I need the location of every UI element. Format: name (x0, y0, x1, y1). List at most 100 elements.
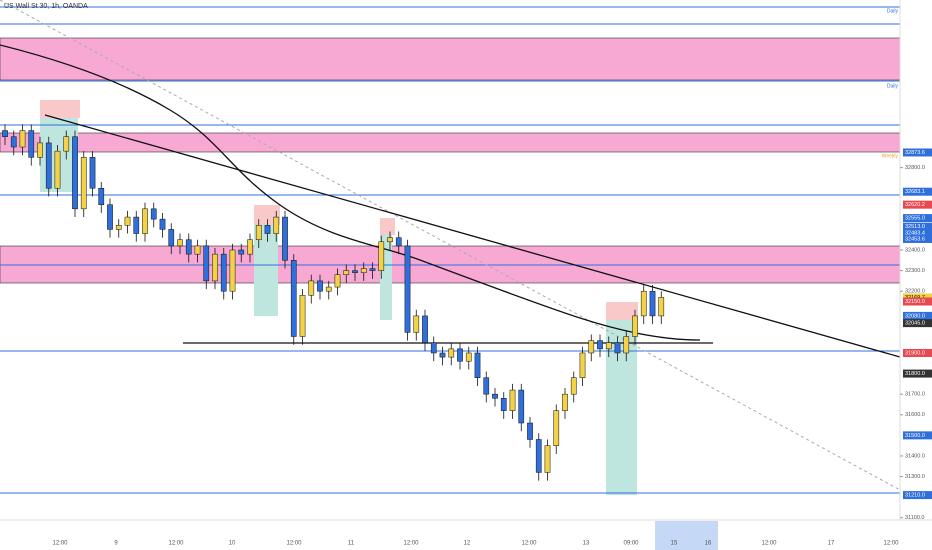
x-tick-label: 17 (828, 541, 835, 547)
annotation: Daily (887, 8, 899, 14)
candle-body (264, 225, 271, 234)
candle-body (63, 136, 70, 152)
candle-body (2, 130, 8, 137)
candle-body (80, 157, 87, 210)
candle-body (369, 268, 376, 271)
candle-body (605, 342, 612, 350)
candle-body (518, 389, 525, 424)
price-tag (903, 228, 932, 237)
price-tag (903, 214, 932, 223)
x-tick-label: 15 (671, 541, 678, 547)
x-tick-label: 12:00 (883, 541, 899, 547)
candle-body (448, 348, 455, 358)
chart-title: US Wall St 30, 1h, OANDA (4, 3, 88, 10)
moving-average (0, 44, 701, 341)
candle-body (640, 290, 647, 317)
candle-body (360, 268, 367, 273)
candle-body (404, 245, 411, 333)
candle-body (142, 208, 148, 234)
price-axis (900, 0, 932, 520)
candle-body (37, 142, 43, 158)
x-tick-label: 12 (464, 541, 471, 547)
candle-body (177, 239, 183, 247)
candle-body (492, 393, 498, 399)
candle-body (159, 218, 166, 230)
candle-body (623, 336, 630, 354)
candle-body (430, 342, 437, 354)
candle-body (247, 239, 253, 255)
price-tag (903, 297, 932, 306)
candle-body (343, 270, 350, 275)
price-tag (903, 319, 932, 328)
candle-body (378, 241, 385, 271)
x-tick-label: 09:00 (623, 541, 639, 547)
price-tag (903, 200, 932, 209)
price-tag (903, 187, 932, 196)
candle-body (579, 352, 586, 378)
candle-body (185, 239, 192, 255)
candle-body (168, 229, 175, 247)
candle-body (98, 187, 105, 205)
price-tag-label: 32513.0 (905, 224, 925, 230)
price-tag-label: 32683.1 (905, 189, 925, 195)
candle-body (45, 142, 52, 189)
price-tag (903, 148, 932, 157)
price-tag (903, 293, 932, 302)
candle-body (308, 280, 315, 296)
price-tag (903, 348, 932, 357)
annotation: Weekly (882, 153, 899, 159)
price-tag-label: 32453.6 (905, 236, 925, 242)
candle-body (115, 225, 122, 230)
candle-body (632, 315, 638, 337)
price-tag-label: 32620.2 (905, 202, 925, 208)
candle-body (290, 260, 297, 337)
dashed-trendline (0, 0, 901, 491)
candle-body (107, 204, 113, 230)
candle-body (474, 352, 481, 378)
candle-body (500, 398, 507, 411)
candle-body (255, 225, 262, 240)
candle-body (614, 342, 621, 354)
x-tick-label: 12:00 (761, 541, 777, 547)
price-tag (903, 222, 932, 231)
candle-body (352, 270, 358, 273)
zone (0, 132, 901, 153)
candle-body (203, 245, 210, 282)
candle-body (194, 245, 201, 255)
candle-body (334, 274, 341, 288)
x-tick-label: 12:00 (403, 541, 419, 547)
price-tag (903, 234, 932, 243)
candle-body (317, 280, 323, 292)
candle-body (89, 157, 96, 189)
candle-body (325, 286, 332, 292)
zone (0, 37, 901, 81)
y-tick-label: 31100.0 (905, 515, 924, 521)
y-tick-label: 32300.0 (905, 268, 925, 274)
candle-body (422, 315, 428, 343)
x-tick-label: 12:00 (521, 541, 537, 547)
candle-body (535, 439, 542, 473)
candle-body (562, 393, 568, 411)
candle-body (509, 389, 516, 411)
x-tick-label: 16 (705, 541, 712, 547)
candle-body (570, 377, 577, 395)
candle-body (28, 130, 35, 158)
price-tag (903, 369, 932, 378)
candle-body (238, 249, 245, 255)
x-tick-label: 11 (348, 541, 355, 547)
candle-body (527, 422, 533, 440)
price-tag-label: 32873.6 (905, 150, 925, 156)
price-tag (903, 431, 932, 440)
y-tick-label: 31600.0 (905, 412, 925, 418)
candle-body (395, 237, 402, 247)
candle-body (544, 445, 551, 473)
price-tag-label: 31210.0 (905, 493, 925, 499)
candle-body (649, 290, 656, 317)
reward-box (254, 225, 278, 316)
reward-box (606, 320, 637, 495)
price-tag-label: 32080.0 (905, 313, 925, 319)
price-tag-label: 32150.0 (905, 299, 925, 305)
price-tag-label: 32045.0 (905, 321, 925, 327)
risk-box (380, 218, 395, 235)
